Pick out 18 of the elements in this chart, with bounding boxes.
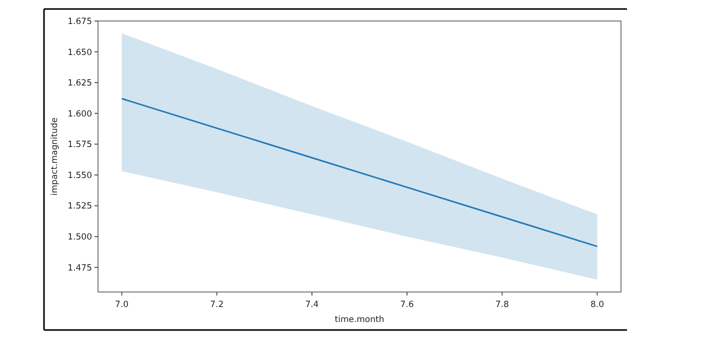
x-tick-label: 8.0 — [590, 300, 604, 310]
y-tick-label: 1.650 — [68, 48, 92, 58]
x-tick-label: 7.2 — [210, 300, 224, 310]
y-tick-label: 1.600 — [68, 109, 92, 120]
y-tick-label: 1.575 — [68, 140, 92, 150]
y-axis-title: impact.magnitude — [50, 118, 60, 196]
y-tick-label: 1.525 — [68, 202, 92, 212]
y-tick-label: 1.625 — [68, 78, 92, 89]
y-tick-label: 1.550 — [68, 170, 92, 181]
x-axis-title: time.month — [334, 315, 384, 325]
x-tick-label: 7.0 — [115, 300, 129, 310]
line-series — [121, 98, 598, 248]
x-tick-label: 7.4 — [305, 300, 319, 310]
y-tick-label: 1.475 — [68, 263, 92, 274]
y-tick-label: 1.675 — [68, 16, 92, 27]
y-tick-label: 1.500 — [68, 232, 92, 243]
x-tick-label: 7.8 — [495, 300, 509, 310]
x-tick-label: 7.6 — [400, 300, 414, 310]
